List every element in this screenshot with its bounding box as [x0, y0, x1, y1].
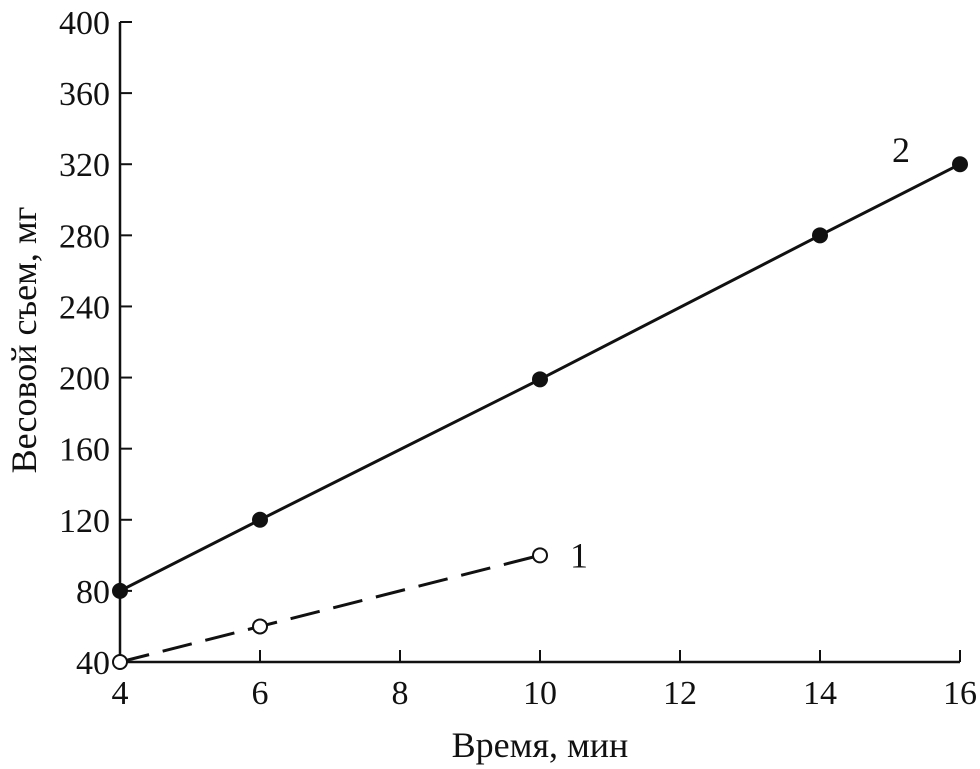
x-tick-label: 12	[663, 675, 697, 712]
series-1-line	[119, 553, 541, 664]
y-tick-label: 320	[59, 147, 110, 184]
y-tick-label: 240	[59, 289, 110, 326]
x-tick-label: 10	[523, 675, 557, 712]
series-label-2: 2	[892, 130, 910, 170]
x-tick-label: 8	[392, 675, 409, 712]
y-tick-label: 80	[76, 574, 110, 611]
series-1-point	[112, 654, 128, 670]
x-tick-label: 4	[112, 675, 129, 712]
x-tick-label: 14	[803, 675, 837, 712]
series-2-point	[112, 582, 128, 599]
x-axis-title: Время, мин	[452, 725, 629, 765]
series-2-point	[252, 511, 268, 528]
y-tick-label: 280	[59, 218, 110, 255]
series-2-point	[532, 371, 548, 388]
series-2-point	[812, 227, 828, 244]
y-tick-label: 400	[59, 5, 110, 42]
axes	[118, 22, 960, 664]
x-tick-label: 6	[252, 675, 269, 712]
y-axis-title: Весовой съем, мг	[4, 207, 44, 474]
y-tick-label: 40	[76, 645, 110, 682]
y-tick-label: 160	[59, 432, 110, 469]
series-label-1: 1	[570, 535, 588, 575]
series-2-point	[952, 156, 968, 173]
series-1-point	[252, 618, 268, 635]
y-tick-label: 120	[59, 503, 110, 540]
y-tick-label: 200	[59, 361, 110, 398]
series-layer: 12	[112, 130, 968, 670]
x-tick-label: 16	[943, 675, 977, 712]
series-1-point	[532, 547, 548, 564]
y-tick-label: 360	[59, 76, 110, 113]
